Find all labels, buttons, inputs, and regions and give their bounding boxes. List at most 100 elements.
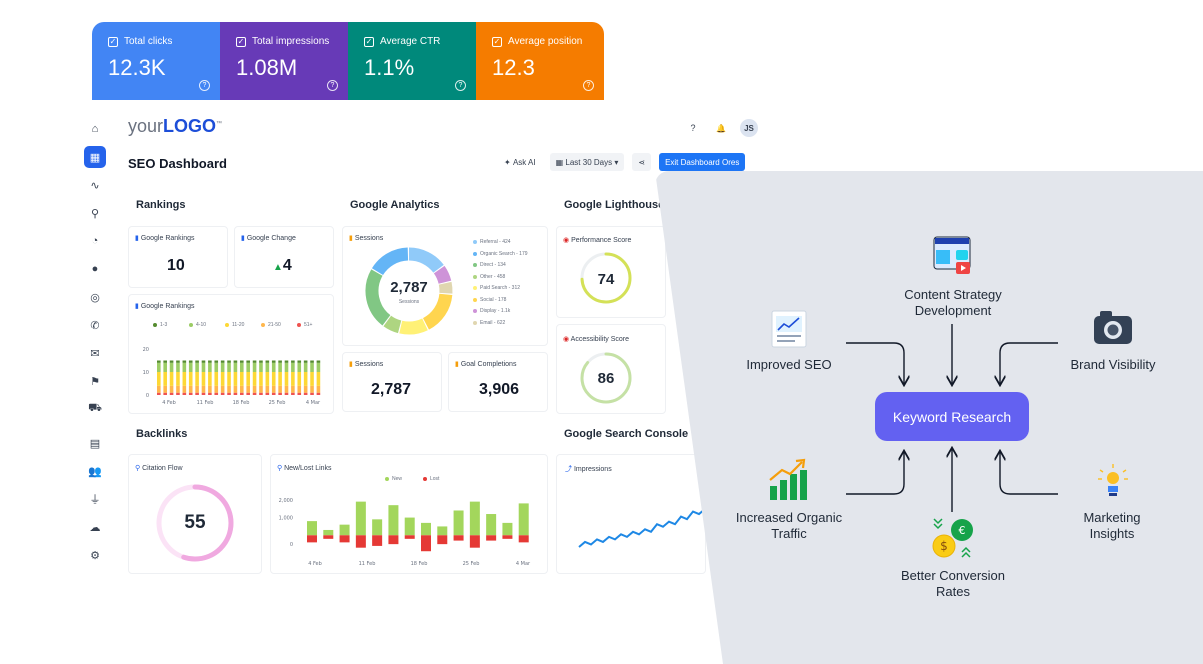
ranking-bar-segment [208, 385, 212, 393]
node-content-strategy: Content Strategy Development [884, 287, 1022, 319]
kpi-value: 1.1% [364, 55, 415, 80]
ranking-bar-segment [182, 392, 187, 395]
ranking-bar-segment [271, 360, 276, 363]
ranking-bar-segment [201, 372, 206, 386]
date-range-select[interactable]: ▦ Last 30 Days ▾ [549, 153, 625, 171]
help-icon: ? [199, 80, 210, 91]
new-links-bar [388, 505, 399, 536]
users-icon[interactable]: 👥 [88, 465, 102, 478]
sessions-donut [365, 247, 453, 335]
ranking-bar-segment [284, 392, 289, 395]
ranking-bar-segment [201, 392, 206, 395]
ranking-bar-segment [297, 385, 302, 393]
kpi-head: ✓ Total clicks [108, 36, 204, 47]
search-icon[interactable]: ⚲ [90, 207, 100, 220]
rankings-chart-label-text: Google Rankings [140, 303, 195, 310]
kpi-card[interactable]: ✓ Total clicks 12.3K? [92, 22, 220, 100]
ranking-bar-segment [246, 385, 250, 393]
primary-action-button[interactable]: Exit Dashboard Ores [659, 153, 746, 171]
legend-dot [261, 323, 265, 327]
file-icon[interactable]: ▤ [89, 437, 101, 450]
legend-item: Email - 622 [473, 320, 505, 326]
access-label-text: Accessibility Score [570, 336, 630, 343]
ask-ai-button[interactable]: ✦ Ask AI [498, 153, 542, 171]
ring-progress [580, 352, 632, 404]
home-icon[interactable]: ⌂ [91, 123, 99, 135]
google-rankings-card: ▮ Google Rankings 10 [128, 226, 228, 288]
help-icon[interactable]: ? [690, 123, 696, 133]
kpi-label: Average position [508, 36, 583, 47]
chat-icon[interactable]: ● [91, 263, 99, 275]
logo-your: your [128, 116, 164, 136]
links-card: ⚲ New/Lost Links New Lost 2,000 1,000 0 4 Fe… [270, 454, 548, 574]
ranking-bar-segment [265, 362, 270, 372]
kpi-head: ✓ Average CTR [364, 36, 460, 47]
lighthouse-icon: ◉ [563, 237, 570, 244]
link-icon: ⚲ [277, 465, 283, 472]
activity-icon[interactable]: ∿ [90, 179, 100, 192]
ranking-bar-segment [278, 360, 282, 363]
google-change-value: ▲4 [273, 257, 292, 275]
new-links-bar [518, 503, 529, 536]
donut-slice [399, 318, 428, 335]
ranking-bar-segment [278, 392, 282, 395]
x-tick-label: 4 Mar [516, 561, 531, 567]
lost-links-bar [355, 535, 366, 548]
ranking-bar-segment [208, 362, 212, 372]
grid-icon[interactable]: ▦ [84, 146, 106, 168]
avatar[interactable]: JS [740, 119, 758, 137]
ranking-bar-segment [310, 385, 314, 393]
mail-icon[interactable]: ✉ [90, 347, 100, 360]
share-button[interactable]: ⋖ [632, 153, 652, 171]
ranking-bar-segment [201, 385, 206, 393]
google-change-card: ▮ Google Change ▲4 [234, 226, 334, 288]
ranking-bar-segment [227, 385, 231, 393]
legend-dot [473, 320, 477, 325]
new-links-bar [502, 522, 513, 536]
x-tick-label: 11 Feb [197, 400, 214, 406]
ranking-bar-segment [182, 372, 187, 386]
legend-label: Lost [430, 476, 440, 482]
kpi-card[interactable]: ✓ Average position 12.3? [476, 22, 604, 100]
lost-links-bar [404, 535, 415, 539]
pin-icon[interactable]: ⚑ [90, 375, 100, 388]
settings-icon[interactable]: ⚙ [90, 549, 100, 562]
checkbox-icon: ✓ [364, 36, 374, 47]
legend-label: 51+ [304, 322, 313, 328]
ranking-bar-segment [195, 385, 199, 393]
chevron-down-icon: ▾ [612, 157, 619, 167]
ranking-bar-segment [157, 392, 161, 395]
ranking-bar-segment [278, 385, 282, 393]
ranking-bar-segment [297, 362, 302, 372]
kpi-card[interactable]: ✓ Average CTR 1.1%? [348, 22, 476, 100]
legend-label: New [392, 476, 403, 482]
ranking-bar-segment [201, 360, 206, 363]
pie-icon[interactable]: ◔ [91, 235, 99, 247]
checkbox-icon: ✓ [236, 36, 246, 47]
backlinks-title: Backlinks [136, 428, 188, 440]
cloud-icon[interactable]: ☁ [89, 521, 101, 534]
checkbox-icon: ✓ [108, 36, 118, 47]
performance-card: ◉ Performance Score 74 [556, 226, 666, 318]
ranking-bar-segment [284, 372, 289, 386]
search-console-title: Google Search Console [564, 428, 689, 440]
phone-icon[interactable]: ✆ [90, 319, 100, 332]
rankings-chart-card: ▮ Google Rankings 1-3 4-10 11-20 21-50 51+ 2… [128, 294, 334, 414]
bell-icon[interactable]: 🔔 [716, 123, 726, 133]
x-tick-label: 18 Feb [411, 561, 428, 567]
plug-icon[interactable]: ⏚ [89, 494, 101, 506]
cart-icon[interactable]: ⛟ [88, 402, 102, 414]
logo[interactable]: yourLOGO™ [128, 116, 222, 137]
kpi-card[interactable]: ✓ Total impressions 1.08M? [220, 22, 348, 100]
legend-dot [225, 323, 229, 327]
ranking-bar-segment [188, 372, 193, 386]
sessions-donut-card: ▮ Sessions 2,787 Sessions Referral - 424… [342, 226, 548, 346]
new-links-bar [453, 510, 464, 536]
keyword-research-node[interactable]: Keyword Research [875, 392, 1029, 441]
target-icon[interactable]: ◎ [90, 291, 100, 304]
bar-chart-icon: ▮ [135, 235, 139, 242]
ranking-bar-segment [316, 362, 321, 372]
ranking-bar-segment [297, 360, 302, 363]
legend-label: Email - 622 [480, 319, 506, 326]
kpi-label: Average CTR [380, 36, 441, 47]
